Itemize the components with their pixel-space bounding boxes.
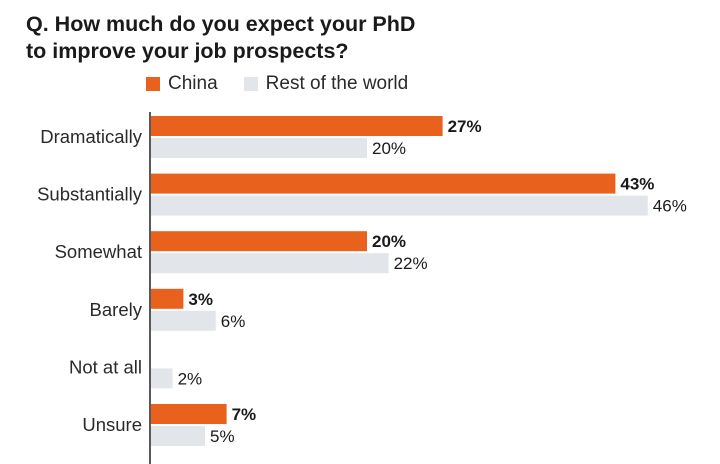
legend-swatch-rest (243, 77, 258, 91)
value-label-rest-of-world: 6% (221, 312, 246, 331)
bar-china (151, 116, 443, 136)
value-label-china: 3% (188, 290, 213, 309)
bar-rest-of-world (151, 310, 216, 331)
bar-rest-of-world (151, 426, 205, 446)
legend-label-rest: Rest of the world (265, 73, 409, 94)
bar-rest-of-world (151, 253, 389, 274)
bar-china (151, 288, 184, 309)
value-label-rest-of-world: 22% (394, 254, 428, 273)
value-label-china: 43% (620, 175, 654, 194)
value-label-rest-of-world: 5% (210, 427, 235, 446)
bar-rest-of-world (151, 138, 367, 158)
legend-item-rest: Rest of the world (243, 73, 409, 95)
legend-label-china: China (168, 73, 218, 94)
value-label-china: 20% (372, 232, 406, 251)
value-label-china: 27% (448, 117, 482, 136)
bar-rest-of-world (151, 195, 648, 216)
value-label-rest-of-world: 46% (653, 197, 687, 216)
bar-china (151, 173, 616, 194)
legend-swatch-china (146, 77, 160, 91)
bar-china (151, 404, 227, 424)
chart-title: Q. How much do you expect your PhD to im… (26, 11, 415, 65)
category-label: Somewhat (55, 241, 142, 262)
legend-item-china: China (146, 73, 218, 95)
value-label-rest-of-world: 20% (372, 139, 406, 158)
bar-rest-of-world (151, 368, 173, 389)
value-label-china: 7% (232, 405, 257, 424)
category-label: Substantially (37, 184, 143, 205)
category-label: Barely (90, 299, 143, 320)
chart-title-line-2: to improve your job prospects? (26, 39, 349, 63)
category-label: Dramatically (40, 126, 143, 147)
category-label: Unsure (82, 414, 142, 435)
category-label: Not at all (69, 356, 142, 377)
value-label-rest-of-world: 2% (178, 369, 203, 388)
chart-title-line-1: Q. How much do you expect your PhD (26, 12, 416, 36)
bar-china (151, 231, 367, 252)
legend: China Rest of the world (146, 73, 434, 95)
